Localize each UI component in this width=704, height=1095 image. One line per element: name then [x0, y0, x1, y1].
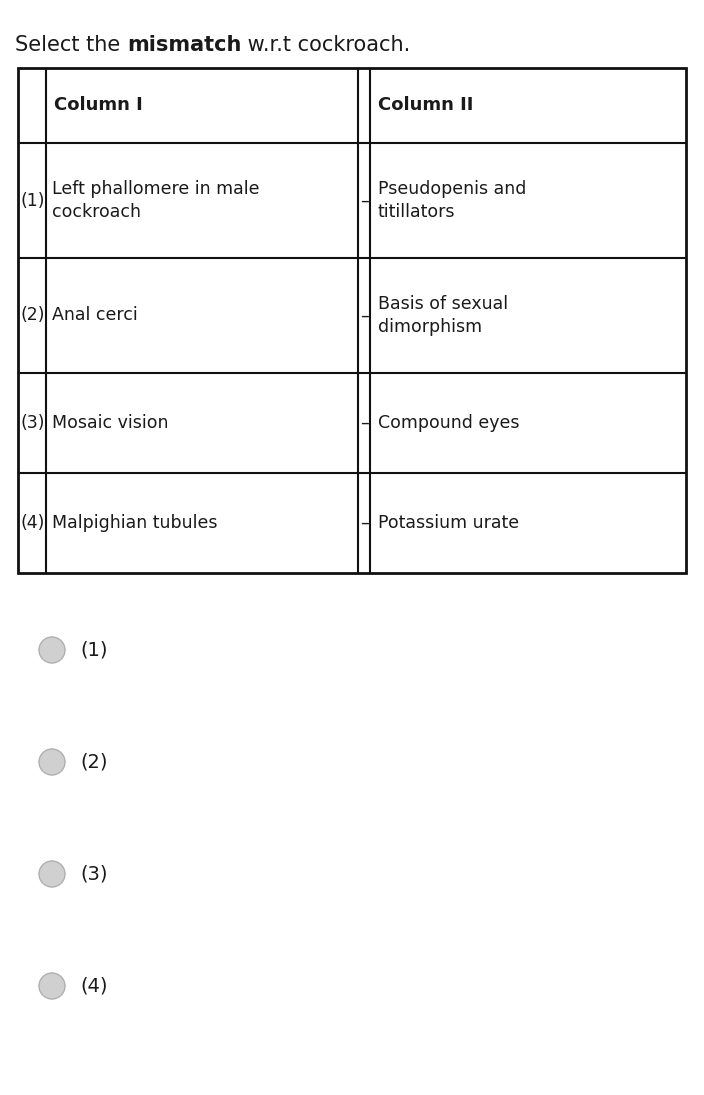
Text: Mosaic vision: Mosaic vision [52, 414, 168, 433]
Text: –: – [360, 414, 369, 433]
Text: Column II: Column II [378, 96, 473, 115]
Text: Malpighian tubules: Malpighian tubules [52, 514, 218, 532]
Circle shape [39, 973, 65, 999]
Text: –: – [360, 514, 369, 532]
Bar [18, 68, 686, 573]
Text: Basis of sexual
dimorphism: Basis of sexual dimorphism [378, 295, 508, 336]
Text: (4): (4) [20, 514, 44, 532]
Circle shape [39, 637, 65, 662]
Text: (3): (3) [20, 414, 44, 433]
Text: (1): (1) [80, 641, 108, 659]
Text: (3): (3) [80, 864, 108, 884]
Text: Select the: Select the [15, 35, 127, 55]
Text: (2): (2) [80, 752, 108, 772]
Text: (1): (1) [20, 192, 44, 209]
Circle shape [39, 861, 65, 887]
Circle shape [39, 749, 65, 775]
Text: Anal cerci: Anal cerci [52, 307, 138, 324]
Text: Compound eyes: Compound eyes [378, 414, 520, 433]
Text: Pseudopenis and
titillators: Pseudopenis and titillators [378, 180, 527, 221]
Text: w.r.t cockroach.: w.r.t cockroach. [241, 35, 410, 55]
Text: mismatch: mismatch [127, 35, 241, 55]
Text: (4): (4) [80, 977, 108, 995]
Text: (2): (2) [20, 307, 44, 324]
Text: Left phallomere in male
cockroach: Left phallomere in male cockroach [52, 180, 260, 221]
Text: Column I: Column I [54, 96, 143, 115]
Text: –: – [360, 192, 369, 209]
Text: Potassium urate: Potassium urate [378, 514, 519, 532]
Text: –: – [360, 307, 369, 324]
